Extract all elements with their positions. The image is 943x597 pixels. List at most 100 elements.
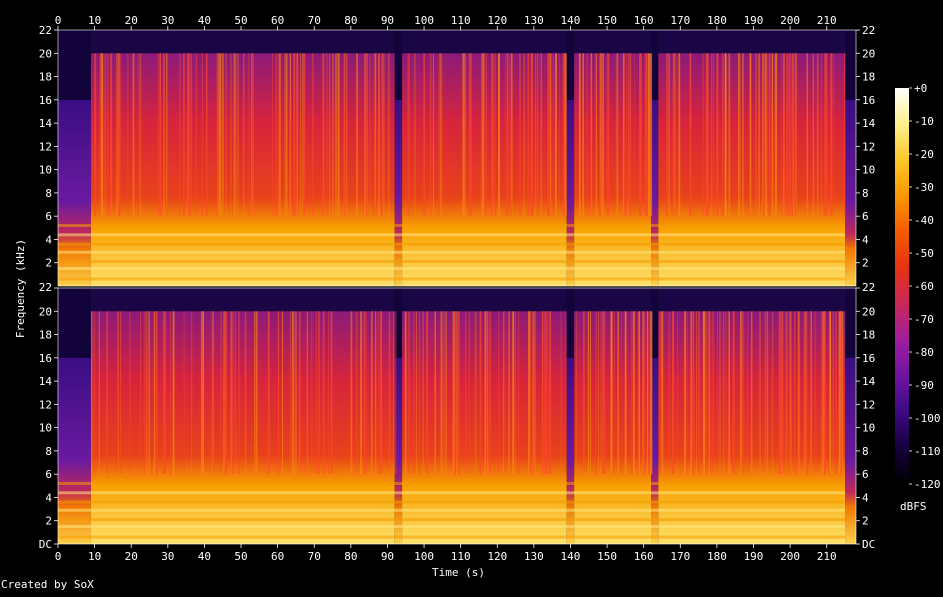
streak [200,311,203,475]
streak [440,311,443,475]
transient-streaks [91,311,844,475]
x-tick-label: 70 [308,550,321,563]
streak [598,311,599,475]
streak [716,53,719,217]
streak [565,311,567,475]
streak [829,311,832,475]
streak [272,53,273,217]
streak [504,53,507,217]
segment-high [90,53,395,286]
streak [742,311,745,475]
y-tick-label: DC [862,538,875,551]
streak [415,311,417,475]
y-tick-label: 18 [39,329,52,342]
streak [631,311,633,475]
y-tick-label: 12 [862,398,875,411]
streak [93,311,96,475]
streak [564,53,566,217]
streak [296,53,299,217]
streak [381,53,383,217]
streak [484,311,487,475]
band [58,267,846,271]
streak [617,53,619,217]
streak [322,311,325,475]
streak [728,53,730,217]
streak [678,53,681,217]
streak [650,311,653,475]
streak [438,53,441,217]
colorbar-tick-label: -30 [914,181,934,194]
streak [434,311,436,475]
streak [251,53,252,217]
x-tick-label: 140 [561,14,581,27]
streak [475,311,477,475]
colorbar-tick-label: -110 [914,445,941,458]
streak [661,311,664,475]
band [58,500,846,504]
streak [832,311,834,475]
streak [788,53,791,217]
streak [564,53,565,217]
streak [783,53,784,217]
x-tick-label: 110 [451,550,471,563]
y-tick-label: 12 [39,398,52,411]
streak [303,53,304,217]
streak [292,311,294,475]
streak [414,53,416,217]
streak [768,53,771,217]
band [58,250,846,254]
x-tick-label: 210 [817,550,837,563]
streak [606,53,608,217]
streak [405,311,407,475]
streak [639,53,641,217]
streak [129,311,131,475]
segment-haze [845,288,856,358]
streak [841,311,844,475]
streak [696,311,697,475]
streak [642,311,644,475]
x-tick-label: 160 [634,550,654,563]
streak [816,53,819,217]
streak [374,53,377,217]
streak [774,53,777,217]
streak [707,53,709,217]
streak [224,311,226,475]
streak [503,311,504,475]
streak [692,311,695,475]
streak [474,311,476,475]
y-tick-label: DC [39,538,52,551]
streak [254,311,256,475]
streak [278,53,281,217]
streak [629,53,632,217]
colorbar-tick-label: +0 [914,82,927,95]
y-tick-label: 8 [862,445,869,458]
streak [650,311,652,475]
streak [494,53,496,217]
segment-haze [90,30,395,54]
y-tick-label: 10 [862,164,875,177]
streak [742,53,744,217]
segment-high [574,53,652,286]
streak [519,53,521,217]
streak [532,311,534,475]
streak [712,311,713,475]
streak [602,311,605,475]
streak [764,53,766,217]
streak [237,53,239,217]
x-tick-label: 180 [707,14,727,27]
streak [285,53,288,217]
streak [201,53,203,217]
streak [835,311,837,475]
streak [611,311,613,475]
streak [91,311,93,475]
streak [251,53,253,217]
streak [506,53,509,217]
streak [775,53,777,217]
streak [98,311,100,475]
streak [380,311,383,475]
streak [602,53,604,217]
streak [294,53,296,217]
streak [780,311,783,475]
streak [623,53,625,217]
streak [587,311,589,475]
